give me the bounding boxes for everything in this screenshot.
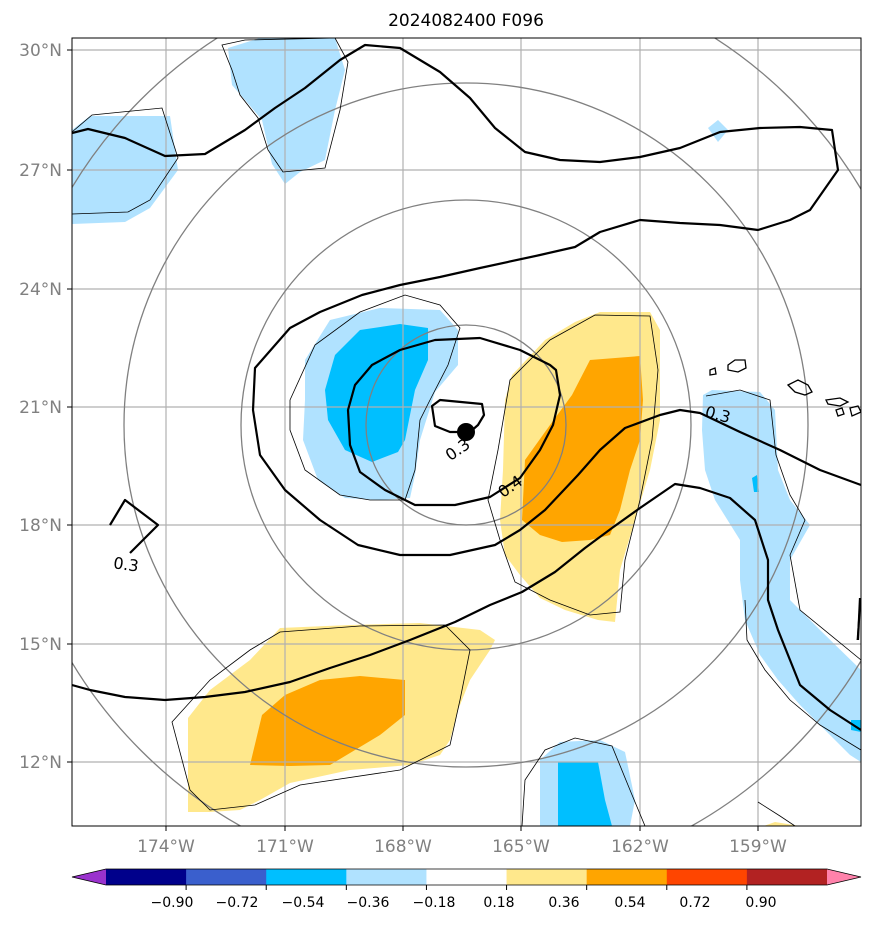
colorbar-segment [186, 869, 267, 885]
colorbar-outline [71, 868, 862, 886]
lat-label: 27°N [19, 161, 62, 181]
thin-contours [72, 38, 861, 826]
map-title: 2024082400 F096 [388, 11, 544, 31]
shading-blue [325, 324, 861, 826]
colorbar: −0.90 −0.72 −0.54 −0.36 −0.18 0.18 0.36 … [71, 868, 862, 911]
axis-ticks [67, 49, 759, 831]
lon-label: 171°W [256, 837, 314, 857]
thick-contours [72, 43, 861, 731]
lat-label: 30°N [19, 41, 62, 61]
lon-label: 165°W [492, 837, 550, 857]
lat-label: 21°N [19, 398, 62, 418]
colorbar-label: −0.18 [413, 895, 456, 911]
colorbar-segment [666, 869, 748, 885]
colorbar-segment [586, 869, 668, 885]
colorbar-label: 0.90 [745, 895, 776, 911]
range-rings [72, 38, 861, 826]
lon-label: 162°W [611, 837, 669, 857]
colorbar-segment [346, 869, 427, 885]
lon-label: 168°W [374, 837, 432, 857]
colorbar-label: 0.72 [679, 895, 710, 911]
map-plot-area: 0.3 0.3 0.4 0.3 [72, 38, 861, 826]
lat-label: 15°N [19, 635, 62, 655]
longitude-labels: 174°W 171°W 168°W 165°W 162°W 159°W [137, 837, 787, 857]
colorbar-label: −0.72 [216, 895, 259, 911]
islands [709, 359, 861, 417]
colorbar-segment [106, 869, 187, 885]
lon-label: 174°W [137, 837, 195, 857]
colorbar-ticks [185, 885, 748, 890]
colorbar-labels: −0.90 −0.72 −0.54 −0.36 −0.18 0.18 0.36 … [151, 895, 777, 911]
contour-label-03-left: 0.3 [112, 553, 140, 575]
colorbar-extend-high [827, 869, 861, 885]
lat-label: 24°N [19, 280, 62, 300]
storm-center-marker [457, 423, 475, 441]
colorbar-label: 0.18 [483, 895, 514, 911]
colorbar-segment [266, 869, 347, 885]
plot-frame [71, 37, 862, 827]
lat-label: 12°N [19, 753, 62, 773]
lat-label: 18°N [19, 516, 62, 536]
colorbar-segment [746, 869, 828, 885]
colorbar-segment [506, 869, 588, 885]
latitude-labels: 30°N 27°N 24°N 21°N 18°N 15°N 12°N [19, 41, 62, 773]
colorbar-label: −0.90 [151, 895, 194, 911]
colorbar-label: 0.54 [614, 895, 645, 911]
shading-orange [250, 356, 643, 766]
colorbar-extend-low [72, 869, 106, 885]
colorbar-label: 0.36 [548, 895, 579, 911]
colorbar-label: −0.54 [282, 895, 325, 911]
lon-label: 159°W [729, 837, 787, 857]
colorbar-segment [426, 869, 508, 885]
colorbar-label: −0.36 [347, 895, 390, 911]
